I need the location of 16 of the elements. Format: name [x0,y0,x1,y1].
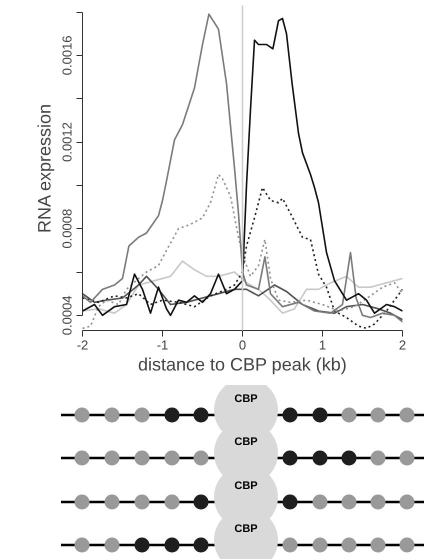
text: CBP [234,522,258,535]
text: CBP [234,392,258,405]
x-axis-title: distance to CBP peak (kb) [138,354,347,374]
line-series [82,276,402,320]
x-tick-label: 1 [318,338,326,352]
text: CBP [234,480,258,492]
y-tick-label: 0.0004 [60,295,74,336]
y-tick-label: 0.0016 [60,35,74,76]
x-tick-label: -1 [156,338,168,352]
x-tick-label: -2 [76,338,88,352]
y-tick-label: 0.0012 [60,122,74,162]
y-axis-title: RNA expression [34,104,54,234]
text: CBP [234,436,258,448]
x-tick-label: 0 [238,338,246,352]
y-tick-label: 0.0008 [60,208,74,249]
x-tick-label: 2 [398,338,406,352]
